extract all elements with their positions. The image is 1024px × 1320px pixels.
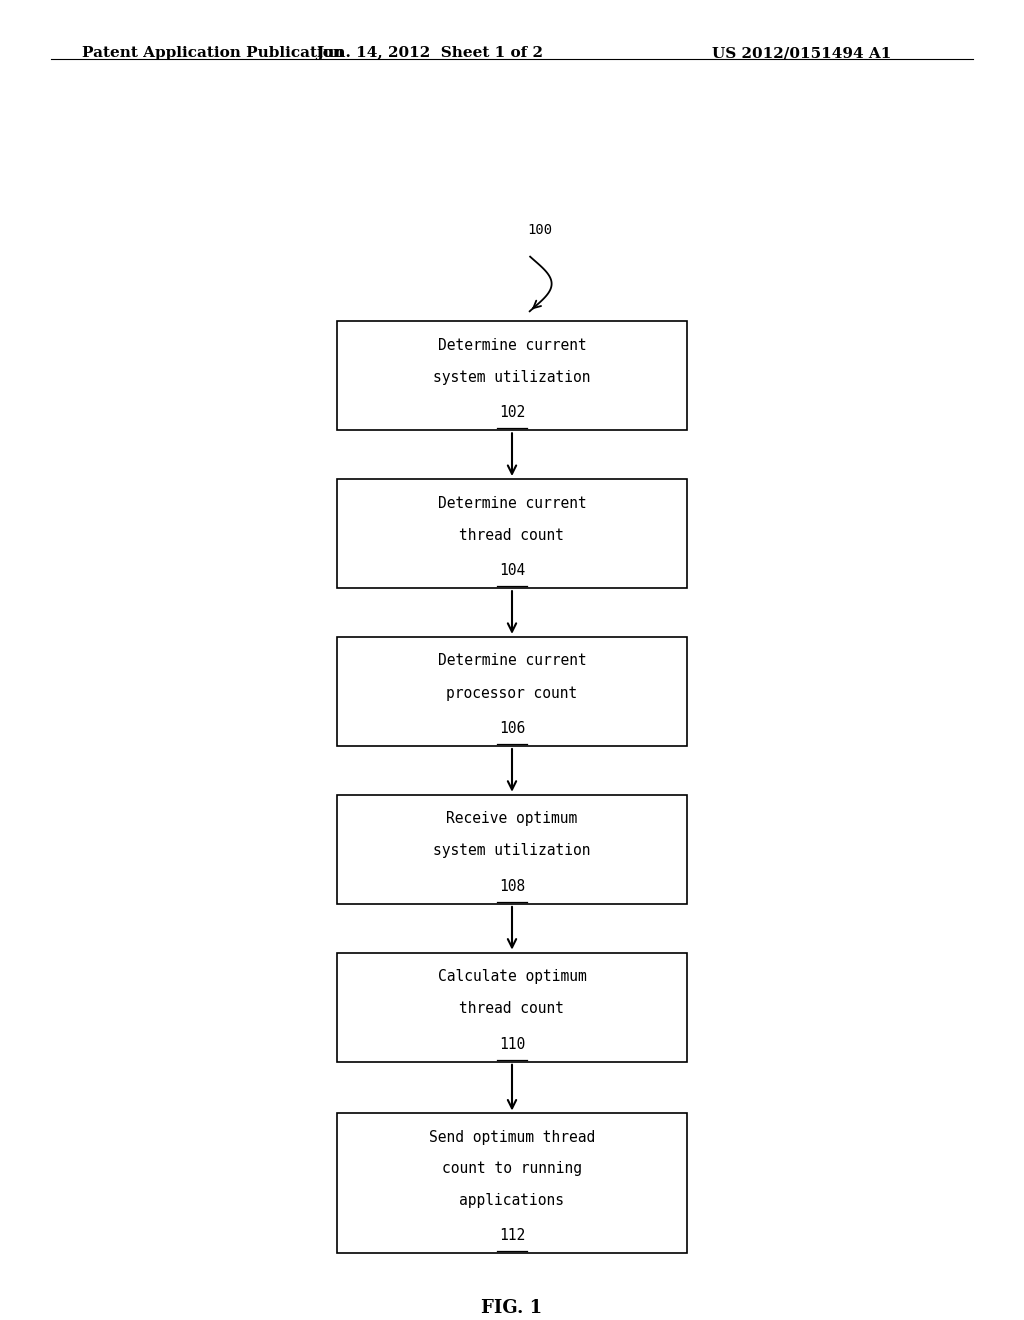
Text: Send optimum thread: Send optimum thread (429, 1130, 595, 1144)
Point (490, 894, 503, 909)
Text: Receive optimum: Receive optimum (446, 812, 578, 826)
Text: thread count: thread count (460, 1002, 564, 1016)
Text: 108: 108 (499, 879, 525, 894)
Text: Jun. 14, 2012  Sheet 1 of 2: Jun. 14, 2012 Sheet 1 of 2 (316, 46, 544, 61)
Text: 110: 110 (499, 1036, 525, 1052)
Point (521, 1052, 534, 1068)
Text: 112: 112 (499, 1228, 525, 1243)
Text: US 2012/0151494 A1: US 2012/0151494 A1 (712, 46, 891, 61)
Text: 102: 102 (499, 405, 525, 420)
Point (490, 1243, 503, 1259)
Point (521, 894, 534, 909)
Text: system utilization: system utilization (433, 370, 591, 384)
Point (490, 737, 503, 752)
Text: thread count: thread count (460, 528, 564, 543)
Bar (337, 636, 687, 746)
Text: 106: 106 (499, 721, 525, 735)
Text: Determine current: Determine current (437, 338, 587, 352)
Text: 104: 104 (499, 564, 525, 578)
Point (490, 1052, 503, 1068)
Text: applications: applications (460, 1193, 564, 1208)
Point (521, 1243, 534, 1259)
Text: Patent Application Publication: Patent Application Publication (82, 46, 344, 61)
Point (490, 578, 503, 594)
Point (521, 421, 534, 437)
Point (521, 737, 534, 752)
Text: Calculate optimum: Calculate optimum (437, 969, 587, 985)
Bar (337, 321, 687, 430)
Bar (337, 953, 687, 1061)
Text: Determine current: Determine current (437, 653, 587, 668)
Text: 100: 100 (527, 223, 552, 238)
Bar (337, 795, 687, 904)
Bar (337, 479, 687, 589)
Text: processor count: processor count (446, 685, 578, 701)
Text: count to running: count to running (442, 1162, 582, 1176)
Text: FIG. 1: FIG. 1 (481, 1299, 543, 1317)
Point (490, 421, 503, 437)
Text: Determine current: Determine current (437, 495, 587, 511)
Text: system utilization: system utilization (433, 843, 591, 858)
Point (521, 578, 534, 594)
Bar (337, 1113, 687, 1253)
